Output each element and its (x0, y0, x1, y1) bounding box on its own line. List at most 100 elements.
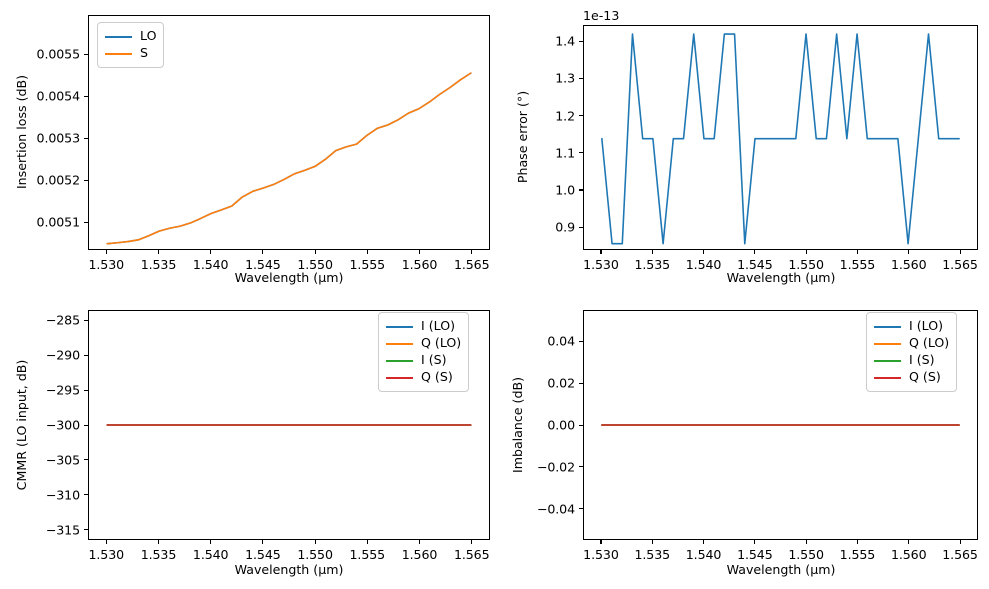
x-tickmark (856, 250, 859, 254)
x-tick-label: 1.530 (583, 257, 619, 272)
y-tick-label: 1.4 (555, 33, 575, 49)
y-tickmark (84, 221, 88, 223)
y-tick-label: 0.9 (555, 219, 575, 235)
x-tickmark (959, 250, 961, 254)
legend-color-swatch (386, 325, 413, 328)
x-tickmark (105, 250, 107, 254)
y-tickmark (84, 424, 88, 426)
legend-imbalance[interactable]: I (LO) Q (LO) I (S) Q (S) (866, 312, 958, 392)
y-tickmark (84, 137, 88, 139)
x-tickmark (105, 540, 107, 544)
x-tickmark (908, 250, 910, 254)
legend-color-swatch (874, 342, 901, 345)
legend-entry[interactable]: I (LO) (874, 318, 949, 335)
x-tickmark (157, 540, 160, 544)
xlabel-imbalance: Wavelength (µm) (726, 562, 836, 577)
x-tickmark (856, 540, 859, 544)
legend-entry[interactable]: S (105, 45, 156, 62)
x-tickmark (600, 250, 602, 254)
x-tick-label: 1.535 (634, 257, 671, 272)
x-tickmark (805, 540, 807, 544)
x-tick-label: 1.540 (685, 547, 722, 562)
y-tick-label: 0.04 (547, 333, 575, 349)
y-tick-label: 0.00 (547, 417, 575, 433)
legend-label: I (S) (421, 352, 447, 368)
xlabel-cmmr: Wavelength (µm) (234, 562, 344, 577)
x-tickmark (314, 540, 316, 544)
y-tick-label: −310 (45, 487, 80, 503)
y-tick-label: −315 (45, 522, 80, 538)
legend-color-swatch (874, 359, 901, 362)
y-tickmark (84, 319, 88, 322)
legend-insertion-loss[interactable]: LO S (97, 22, 165, 68)
y-tick-label: −295 (45, 382, 80, 398)
data-line-s (106, 72, 472, 245)
x-tick-label: 1.550 (297, 257, 333, 272)
x-tick-label: 1.555 (349, 547, 386, 562)
plot-area-imbalance (601, 424, 960, 426)
plot-area-cmmr (106, 424, 472, 426)
plot-area-phase-error (601, 33, 960, 245)
y-tick-label: 0.0051 (36, 214, 81, 230)
x-tick-label: 1.540 (192, 547, 229, 562)
legend-entry[interactable]: I (S) (874, 352, 949, 369)
legend-entry[interactable]: I (LO) (386, 318, 461, 335)
x-tick-label: 1.535 (140, 547, 177, 562)
y-tick-label: −0.02 (536, 459, 575, 475)
y-tick-label: 0.0054 (36, 88, 81, 104)
x-tick-label: 1.540 (685, 257, 722, 272)
y-tickmark (579, 424, 583, 426)
legend-color-swatch (386, 342, 413, 345)
y-tick-label: −300 (45, 417, 80, 433)
y-tickmark (84, 459, 88, 461)
x-tick-label: 1.545 (737, 257, 773, 272)
legend-color-swatch (105, 35, 132, 38)
x-tick-label: 1.545 (245, 257, 281, 272)
x-tick-label: 1.565 (942, 257, 978, 272)
y-tick-label: −290 (45, 347, 80, 363)
y-offset-text-phase-error: 1e-13 (583, 8, 620, 23)
legend-label: I (S) (909, 352, 935, 368)
legend-entry[interactable]: I (S) (386, 352, 461, 369)
legend-entry[interactable]: Q (LO) (874, 335, 949, 352)
x-tick-label: 1.550 (297, 547, 333, 562)
x-tick-label: 1.555 (839, 547, 876, 562)
x-tickmark (262, 540, 264, 544)
x-tick-label: 1.565 (453, 547, 490, 562)
legend-entry[interactable]: LO (105, 28, 156, 45)
y-tick-label: 1.0 (555, 182, 575, 198)
legend-entry[interactable]: Q (S) (874, 369, 949, 386)
y-tickmark (579, 40, 583, 42)
y-tickmark (84, 529, 88, 531)
data-line-phase-error (601, 33, 960, 245)
legend-entry[interactable]: Q (LO) (386, 335, 461, 352)
legend-entry[interactable]: Q (S) (386, 369, 461, 386)
xlabel-insertion-loss: Wavelength (µm) (234, 270, 344, 285)
x-tickmark (419, 540, 421, 544)
legend-label: Q (S) (909, 369, 941, 385)
y-tick-label: 1.1 (555, 145, 575, 161)
y-tickmark (84, 354, 88, 356)
x-tickmark (805, 250, 807, 254)
y-tickmark (579, 508, 583, 510)
x-tick-label: 1.560 (890, 257, 927, 272)
y-tickmark (84, 179, 88, 181)
x-tick-label: 1.560 (401, 547, 438, 562)
x-tickmark (210, 540, 212, 544)
x-tickmark (651, 540, 653, 544)
x-tick-label: 1.530 (88, 547, 125, 562)
x-tick-label: 1.555 (349, 257, 386, 272)
legend-label: Q (LO) (421, 335, 462, 351)
xlabel-phase-error: Wavelength (µm) (726, 270, 836, 285)
y-tick-label: −285 (45, 312, 80, 328)
x-tickmark (600, 540, 602, 544)
x-tick-label: 1.560 (890, 547, 927, 562)
y-tick-label: 0.0053 (36, 130, 81, 146)
y-tick-label: 1.2 (555, 108, 575, 124)
ylabel-insertion-loss: Insertion loss (dB) (14, 74, 29, 190)
y-tick-label: −305 (45, 452, 80, 468)
x-tickmark (471, 540, 473, 544)
legend-cmmr[interactable]: I (LO) Q (LO) I (S) Q (S) (378, 312, 470, 392)
x-tickmark (959, 540, 961, 544)
